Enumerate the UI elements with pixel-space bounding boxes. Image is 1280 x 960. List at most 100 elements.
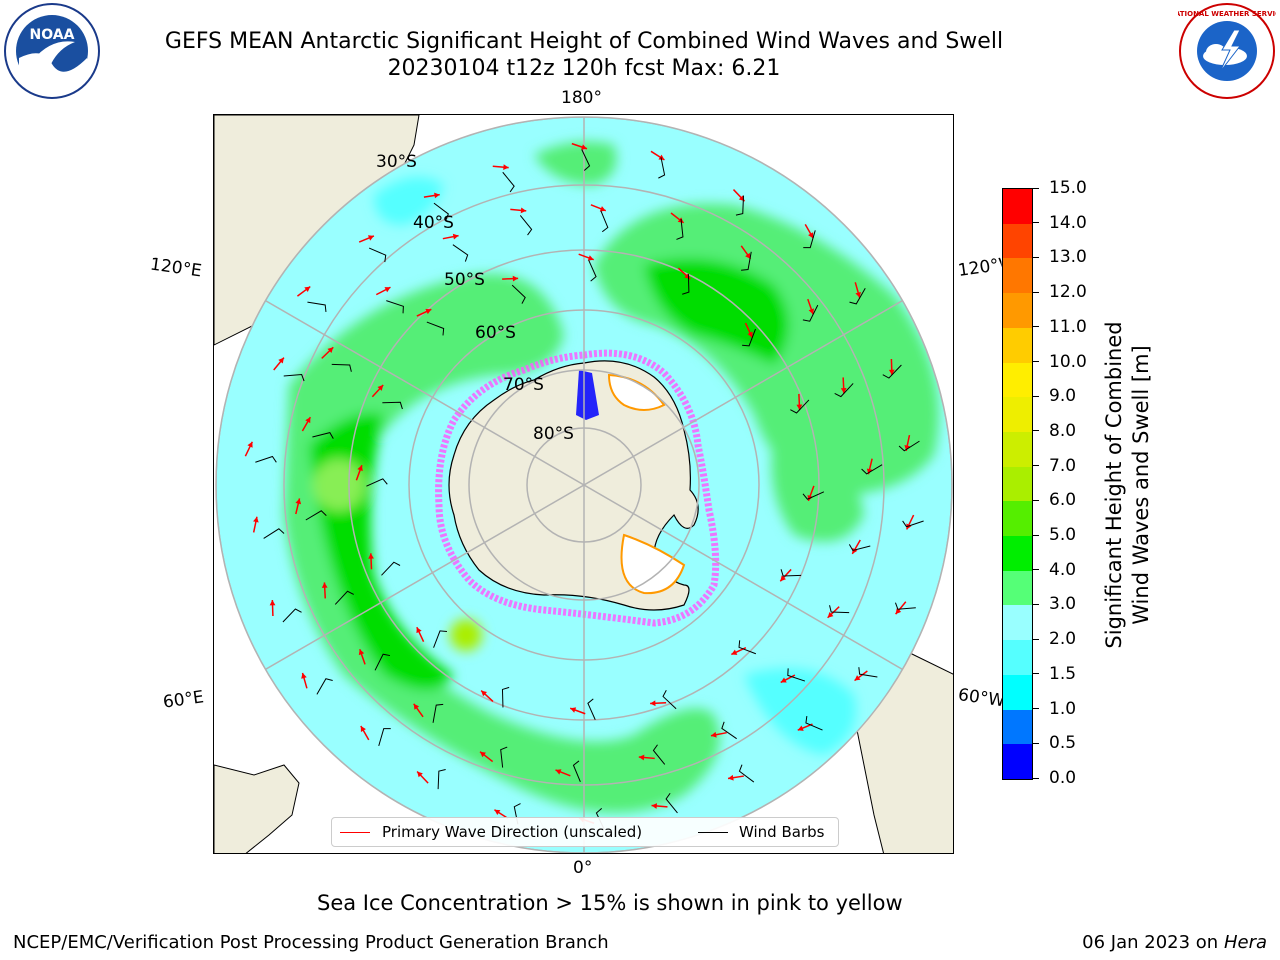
wind-barb — [433, 630, 448, 648]
colorbar-segment — [1003, 223, 1032, 259]
wind-barb — [587, 698, 596, 720]
wave-arrow-head — [888, 369, 895, 376]
wind-barb — [502, 171, 515, 193]
lat-label-80s: 80°S — [533, 424, 574, 444]
map-legend: Primary Wave Direction (unscaled) Wind B… — [331, 817, 839, 847]
wind-barb — [581, 149, 591, 171]
wind-barb — [802, 304, 819, 322]
wave-arrow-head — [808, 308, 815, 315]
wind-barb — [307, 301, 327, 313]
wave-arrow-head — [587, 255, 594, 261]
wind-barb — [263, 528, 285, 539]
colorbar-segment — [1003, 709, 1032, 745]
wind-barb — [437, 769, 446, 790]
wave-arrow-head — [854, 675, 861, 681]
wind-barb — [282, 608, 302, 623]
wave-arrow-head — [503, 164, 509, 171]
wind-barb — [787, 668, 806, 682]
colorbar-label: Significant Height of Combined Wind Wave… — [1101, 321, 1155, 648]
colorbar-segment — [1003, 536, 1032, 571]
wave-arrow-head — [417, 771, 423, 778]
wind-barb — [334, 590, 354, 605]
colorbar-tick-label: 0.5 — [1033, 733, 1076, 753]
wind-barb — [882, 364, 902, 379]
wave-arrow-head — [321, 582, 328, 588]
wave-arrow-head — [745, 252, 751, 259]
wave-arrow-head — [305, 417, 311, 424]
lon-label-120e: 120°E — [148, 254, 203, 282]
wind-barb — [738, 640, 757, 655]
colorbar-segment — [1003, 744, 1032, 779]
wind-barb — [898, 440, 920, 452]
lat-label-60s: 60°S — [475, 323, 516, 343]
wave-height-fields — [284, 141, 939, 813]
wave-arrow-head — [827, 612, 834, 618]
wave-arrow-head — [247, 441, 253, 448]
wave-arrow-head — [780, 677, 787, 683]
wave-arrow-head — [358, 649, 365, 656]
wave-arrow-head — [425, 308, 432, 315]
wind-barb — [331, 363, 352, 372]
wave-arrow-head — [295, 498, 302, 505]
nws-logo: NATIONAL WEATHER SERVICE — [1169, 2, 1280, 100]
wind-barb — [829, 605, 850, 614]
lon-label-60w: 60°W — [956, 685, 1004, 711]
wave-arrow-head — [494, 809, 501, 816]
wave-arrow-head — [253, 516, 259, 523]
wind-barb-swatch — [698, 832, 728, 833]
wave-direction-swatch — [340, 832, 370, 833]
wind-barb — [283, 374, 305, 382]
wind-barb — [742, 328, 756, 347]
wind-barb — [848, 544, 871, 552]
wave-arrow-head — [780, 575, 786, 582]
wave-arrow-head — [512, 275, 519, 282]
colorbar-segment — [1003, 605, 1032, 641]
title-line-2: 20230104 t12z 120h fcst Max: 6.21 — [387, 56, 781, 81]
wind-barb — [894, 602, 916, 610]
wind-barb — [834, 383, 854, 398]
colorbar-label-line-1: Significant Height of Combined — [1102, 321, 1126, 649]
wind-barb — [662, 690, 677, 710]
wave-arrow-head — [852, 547, 858, 554]
wind-barb — [676, 218, 684, 240]
wave-arrow-head — [434, 192, 440, 199]
wind-barb-label: Wind Barbs — [739, 823, 825, 841]
wind-barb — [658, 157, 666, 179]
wind-barb — [374, 653, 391, 671]
sea-ice — [435, 349, 720, 627]
graticule — [216, 117, 952, 853]
colorbar-tick-label: 4.0 — [1033, 560, 1076, 580]
wave-arrow-head — [327, 347, 334, 354]
wind-barb — [316, 678, 333, 695]
wind-barb — [738, 764, 755, 783]
wave-arrow-head — [384, 287, 391, 293]
colorbar-segment — [1003, 189, 1032, 224]
wind-barb — [803, 230, 816, 249]
wind-barb — [682, 274, 690, 295]
colorbar-tick-label: 8.0 — [1033, 421, 1076, 441]
colorbar-tick-label: 0.0 — [1033, 768, 1076, 788]
colorbar-tick-label: 11.0 — [1033, 317, 1087, 337]
wind-barb — [381, 561, 401, 576]
wave-arrow-head — [480, 751, 486, 758]
wind-barb — [588, 260, 597, 282]
colorbar-tick-label: 7.0 — [1033, 456, 1076, 476]
wave-arrow-head — [413, 703, 420, 710]
colorbar-tick-label: 14.0 — [1033, 213, 1087, 233]
wave-arrow-head — [797, 725, 804, 731]
wind-barb — [501, 686, 510, 708]
colorbar-segment — [1003, 397, 1032, 432]
wind-barb — [378, 728, 391, 746]
wave-arrow-head — [452, 233, 459, 240]
colorbar-tick-label: 3.0 — [1033, 594, 1076, 614]
wave-arrow-head — [416, 627, 422, 634]
wind-barb — [519, 215, 533, 236]
colorbar-segment — [1003, 327, 1032, 363]
lat-label-50s: 50°S — [444, 270, 485, 290]
wave-arrow-head — [304, 286, 311, 293]
wave-arrow-head — [367, 235, 374, 241]
colorbar-tick-label: 10.0 — [1033, 352, 1087, 372]
wave-arrow-head — [520, 207, 527, 214]
wind-barb — [861, 464, 883, 475]
footer-date: 06 Jan 2023 on — [1082, 932, 1224, 953]
